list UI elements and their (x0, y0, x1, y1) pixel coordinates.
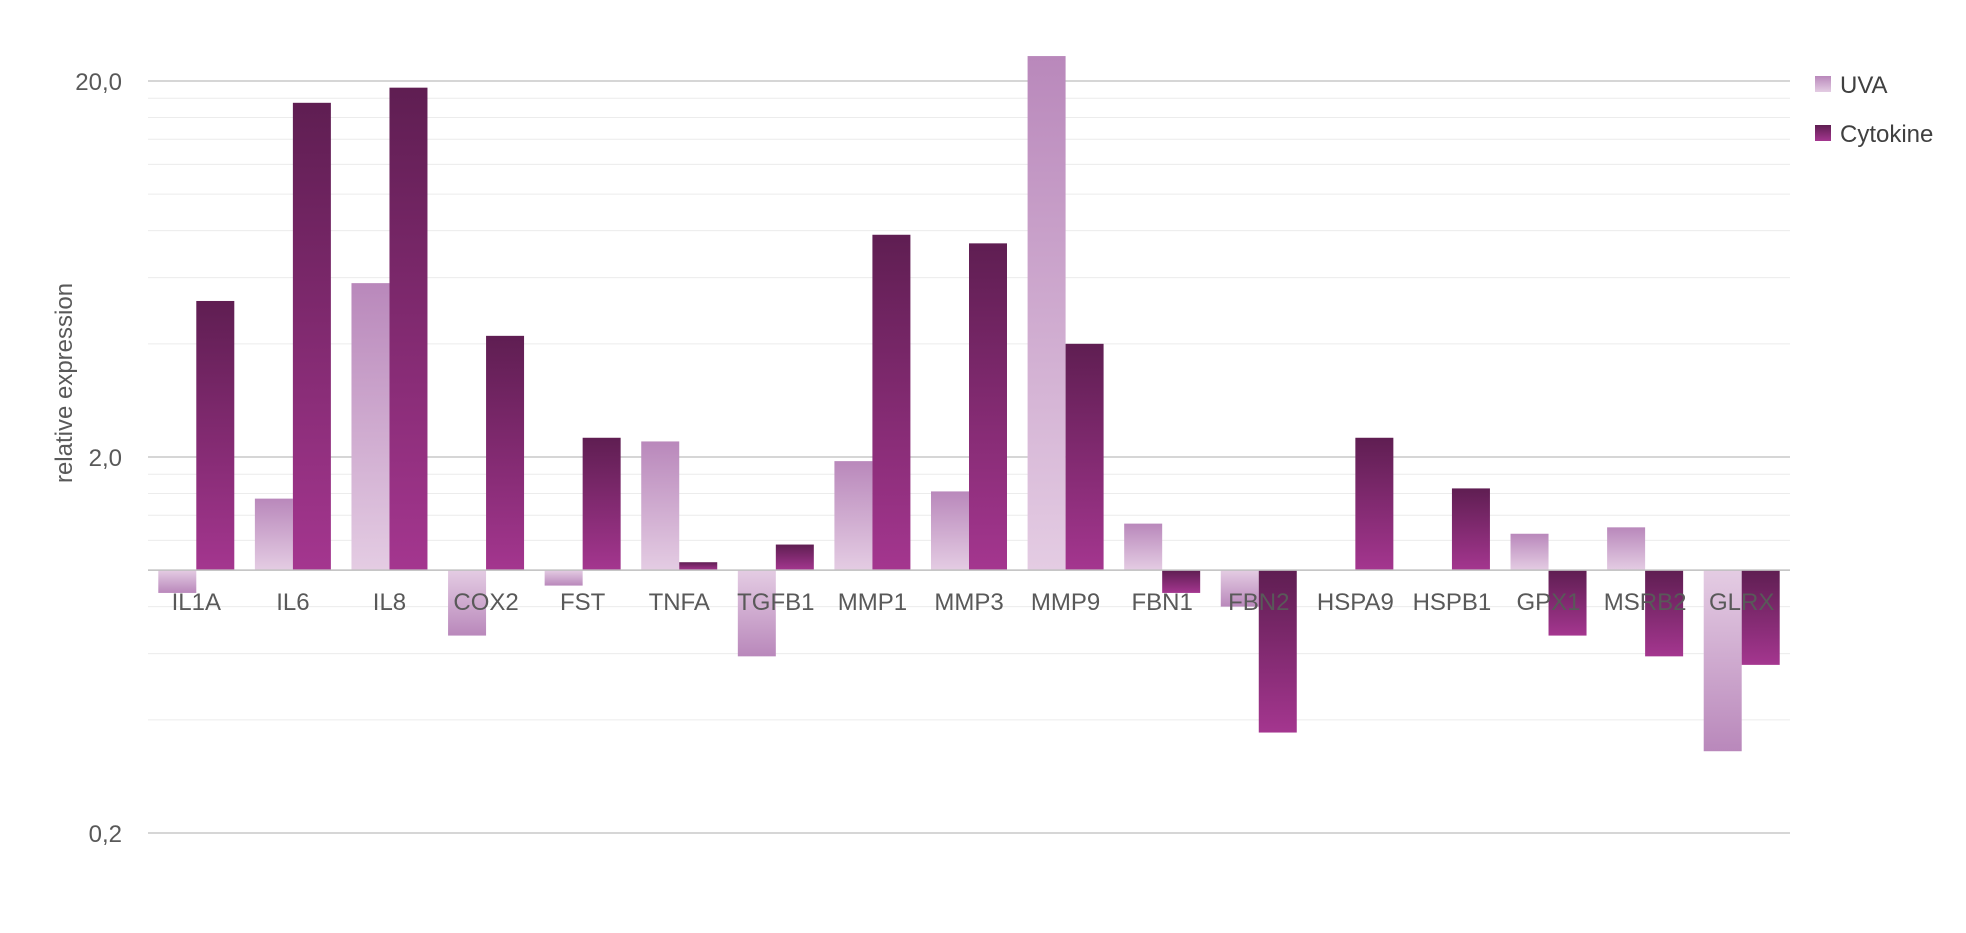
bar-uva-fst (544, 570, 583, 586)
bar-cytokine-fbn2 (1258, 570, 1297, 733)
bar-cytokine-il6 (292, 102, 331, 571)
category-label: HSPA9 (1317, 589, 1394, 616)
y-tick-label: 2,0 (89, 445, 122, 472)
bar-cytokine-tnfa (679, 562, 718, 571)
y-axis-label: relative expression (51, 283, 78, 483)
bar-uva-gpx1 (1510, 533, 1549, 571)
category-label: TNFA (649, 589, 710, 616)
bar-cytokine-gpx1 (1548, 570, 1587, 636)
legend-label-cytokine: Cytokine (1840, 121, 1933, 148)
bars (158, 56, 1780, 752)
category-label: GPX1 (1517, 589, 1581, 616)
bar-cytokine-mmp9 (1065, 343, 1104, 571)
category-label: FST (560, 589, 606, 616)
bar-uva-cox2 (448, 570, 487, 636)
bar-cytokine-hspa9 (1355, 437, 1394, 571)
category-label: IL6 (276, 589, 309, 616)
bar-cytokine-cox2 (486, 335, 525, 571)
bar-uva-mmp1 (834, 461, 873, 571)
category-label: MMP9 (1031, 589, 1100, 616)
legend: UVA Cytokine (1815, 72, 1933, 148)
bar-cytokine-tgfb1 (775, 544, 814, 571)
category-label: IL1A (172, 589, 221, 616)
bar-cytokine-mmp1 (872, 234, 911, 571)
y-axis-ticks: 0,2 2,0 20,0 (75, 69, 122, 848)
bar-cytokine-msrb2 (1645, 570, 1684, 657)
category-label: FBN1 (1131, 589, 1192, 616)
legend-swatch-cytokine (1815, 125, 1831, 141)
category-label: IL8 (373, 589, 406, 616)
bar-uva-msrb2 (1607, 527, 1646, 571)
category-label: MMP3 (934, 589, 1003, 616)
category-label: TGFB1 (737, 589, 814, 616)
bar-cytokine-il8 (389, 87, 428, 571)
bar-cytokine-glrx (1741, 570, 1780, 665)
category-label: MSRB2 (1604, 589, 1687, 616)
category-label: FBN2 (1228, 589, 1289, 616)
category-label: MMP1 (838, 589, 907, 616)
category-label: COX2 (453, 589, 518, 616)
bar-uva-il1a (158, 570, 197, 593)
bar-uva-mmp9 (1027, 56, 1066, 571)
y-tick-label: 20,0 (75, 69, 122, 96)
bar-uva-il6 (254, 498, 293, 571)
bar-cytokine-fst (582, 437, 621, 571)
bar-cytokine-hspb1 (1451, 488, 1490, 571)
category-label: GLRX (1709, 589, 1774, 616)
bar-uva-glrx (1703, 570, 1742, 752)
bar-uva-mmp3 (931, 491, 969, 571)
category-label: HSPB1 (1413, 589, 1492, 616)
bar-uva-fbn2 (1220, 570, 1259, 607)
legend-swatch-uva (1815, 76, 1831, 92)
bar-uva-tgfb1 (737, 570, 776, 657)
bar-cytokine-il1a (196, 300, 235, 571)
bar-cytokine-mmp3 (969, 243, 1007, 571)
legend-label-uva: UVA (1840, 72, 1888, 99)
bar-cytokine-fbn1 (1162, 570, 1201, 593)
bar-uva-fbn1 (1124, 523, 1163, 571)
y-tick-label: 0,2 (89, 821, 122, 848)
bar-uva-tnfa (641, 441, 680, 571)
bar-uva-il8 (351, 283, 390, 571)
category-labels: IL1A IL6 IL8 COX2 FST TNFA TGFB1 MMP1 MMP3 MMP9 FB… (172, 589, 1775, 616)
